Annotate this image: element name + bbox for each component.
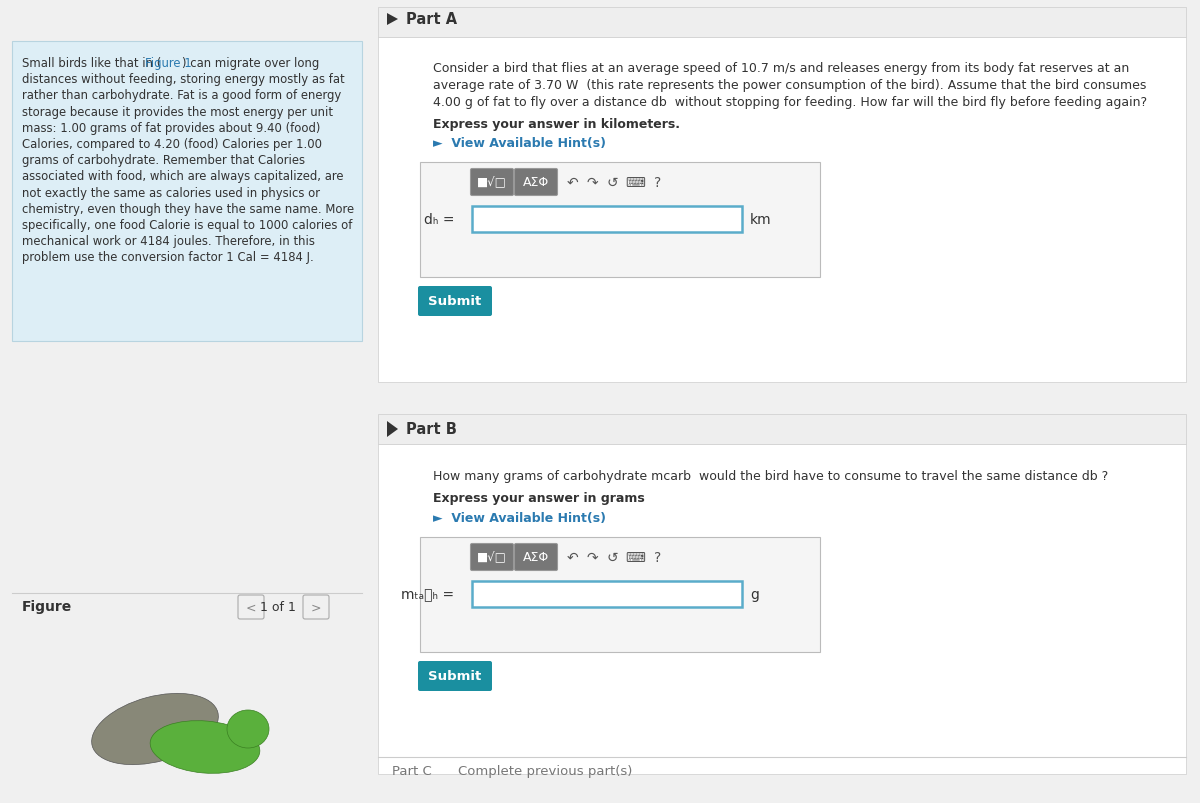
Text: mₜₐ⬳ₕ =: mₜₐ⬳ₕ = bbox=[401, 587, 454, 601]
Text: g: g bbox=[750, 587, 758, 601]
FancyBboxPatch shape bbox=[472, 581, 742, 607]
Text: ↷: ↷ bbox=[586, 176, 598, 190]
Text: ■√□: ■√□ bbox=[478, 551, 506, 564]
FancyBboxPatch shape bbox=[12, 42, 362, 341]
Text: ⌨: ⌨ bbox=[625, 550, 646, 565]
Text: 1 of 1: 1 of 1 bbox=[260, 601, 296, 613]
FancyBboxPatch shape bbox=[378, 414, 1186, 444]
FancyBboxPatch shape bbox=[378, 444, 1186, 774]
Text: chemistry, even though they have the same name. More: chemistry, even though they have the sam… bbox=[22, 202, 354, 215]
Text: ?: ? bbox=[654, 550, 661, 565]
Text: Consider a bird that flies at an average speed of 10.7 m/s and releases energy f: Consider a bird that flies at an average… bbox=[433, 62, 1129, 75]
Text: rather than carbohydrate. Fat is a good form of energy: rather than carbohydrate. Fat is a good … bbox=[22, 89, 341, 102]
Text: ↺: ↺ bbox=[606, 176, 618, 190]
FancyBboxPatch shape bbox=[515, 169, 558, 196]
Text: ↶: ↶ bbox=[566, 176, 578, 190]
FancyBboxPatch shape bbox=[420, 163, 820, 278]
Text: Part B: Part B bbox=[406, 422, 457, 437]
Text: ■√□: ■√□ bbox=[478, 177, 506, 190]
Ellipse shape bbox=[227, 710, 269, 748]
Text: grams of carbohydrate. Remember that Calories: grams of carbohydrate. Remember that Cal… bbox=[22, 154, 305, 167]
FancyBboxPatch shape bbox=[515, 544, 558, 571]
FancyBboxPatch shape bbox=[238, 595, 264, 619]
Text: ↶: ↶ bbox=[566, 550, 578, 565]
Text: Part A: Part A bbox=[406, 13, 457, 27]
Text: Calories, compared to 4.20 (food) Calories per 1.00: Calories, compared to 4.20 (food) Calori… bbox=[22, 138, 322, 151]
Text: Figure 1: Figure 1 bbox=[145, 57, 192, 70]
Text: ) can migrate over long: ) can migrate over long bbox=[182, 57, 319, 70]
Text: AΣΦ: AΣΦ bbox=[523, 177, 550, 190]
Ellipse shape bbox=[91, 694, 218, 764]
Text: <: < bbox=[246, 601, 257, 613]
Text: ↺: ↺ bbox=[606, 550, 618, 565]
Text: average rate of 3.70 W  (this rate represents the power consumption of the bird): average rate of 3.70 W (this rate repres… bbox=[433, 79, 1146, 92]
FancyBboxPatch shape bbox=[470, 169, 514, 196]
FancyBboxPatch shape bbox=[472, 206, 742, 233]
Polygon shape bbox=[386, 422, 398, 438]
Ellipse shape bbox=[150, 721, 260, 773]
FancyBboxPatch shape bbox=[418, 287, 492, 316]
Polygon shape bbox=[386, 14, 398, 26]
Text: 4.00 g of fat to fly over a distance db  without stopping for feeding. How far w: 4.00 g of fat to fly over a distance db … bbox=[433, 96, 1147, 109]
Text: Small birds like that in (: Small birds like that in ( bbox=[22, 57, 161, 70]
FancyBboxPatch shape bbox=[378, 38, 1186, 382]
Text: mechanical work or 4184 joules. Therefore, in this: mechanical work or 4184 joules. Therefor… bbox=[22, 235, 314, 248]
Text: ►  View Available Hint(s): ► View Available Hint(s) bbox=[433, 512, 606, 524]
Text: Part C: Part C bbox=[392, 764, 432, 777]
FancyBboxPatch shape bbox=[470, 544, 514, 571]
Text: km: km bbox=[750, 213, 772, 226]
Text: not exactly the same as calories used in physics or: not exactly the same as calories used in… bbox=[22, 186, 320, 199]
Text: Express your answer in grams: Express your answer in grams bbox=[433, 491, 644, 504]
Text: dₕ =: dₕ = bbox=[424, 213, 454, 226]
Text: Express your answer in kilometers.: Express your answer in kilometers. bbox=[433, 118, 680, 131]
FancyBboxPatch shape bbox=[420, 537, 820, 652]
Text: AΣΦ: AΣΦ bbox=[523, 551, 550, 564]
Text: >: > bbox=[311, 601, 322, 613]
Text: Submit: Submit bbox=[428, 296, 481, 308]
FancyBboxPatch shape bbox=[302, 595, 329, 619]
FancyBboxPatch shape bbox=[418, 661, 492, 691]
Text: storage because it provides the most energy per unit: storage because it provides the most ene… bbox=[22, 105, 334, 119]
Text: associated with food, which are always capitalized, are: associated with food, which are always c… bbox=[22, 170, 343, 183]
Text: distances without feeding, storing energy mostly as fat: distances without feeding, storing energ… bbox=[22, 73, 344, 86]
Text: Figure: Figure bbox=[22, 599, 72, 613]
Text: specifically, one food Calorie is equal to 1000 calories of: specifically, one food Calorie is equal … bbox=[22, 218, 353, 232]
Text: Complete previous part(s): Complete previous part(s) bbox=[458, 764, 632, 777]
FancyBboxPatch shape bbox=[378, 8, 1186, 38]
Text: ↷: ↷ bbox=[586, 550, 598, 565]
Text: Submit: Submit bbox=[428, 670, 481, 683]
Text: problem use the conversion factor 1 Cal = 4184 J.: problem use the conversion factor 1 Cal … bbox=[22, 251, 313, 264]
Text: ?: ? bbox=[654, 176, 661, 190]
Text: ►  View Available Hint(s): ► View Available Hint(s) bbox=[433, 137, 606, 150]
Text: ⌨: ⌨ bbox=[625, 176, 646, 190]
Text: mass: 1.00 grams of fat provides about 9.40 (food): mass: 1.00 grams of fat provides about 9… bbox=[22, 121, 320, 135]
Text: How many grams of carbohydrate mcarb  would the bird have to consume to travel t: How many grams of carbohydrate mcarb wou… bbox=[433, 470, 1109, 483]
